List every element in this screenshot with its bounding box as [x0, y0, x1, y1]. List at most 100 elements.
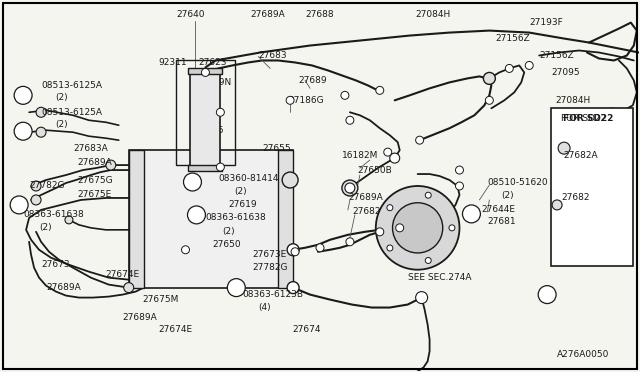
Circle shape: [286, 96, 294, 104]
Bar: [551, 108, 633, 266]
Circle shape: [36, 127, 46, 137]
Text: 27689A: 27689A: [348, 193, 383, 202]
Text: 27156Z: 27156Z: [539, 51, 574, 60]
Circle shape: [287, 244, 299, 256]
Text: A276A0050: A276A0050: [557, 350, 609, 359]
Text: 27673: 27673: [41, 260, 70, 269]
Text: 27674: 27674: [292, 325, 321, 334]
Circle shape: [346, 238, 354, 246]
Text: 27623: 27623: [198, 58, 227, 67]
Text: 27674E: 27674E: [159, 325, 193, 334]
Circle shape: [216, 163, 225, 171]
Circle shape: [227, 279, 245, 296]
Text: 27095: 27095: [551, 68, 580, 77]
Text: (2): (2): [222, 227, 235, 236]
Text: 27640: 27640: [176, 10, 205, 19]
Text: 27650B: 27650B: [358, 166, 392, 174]
Text: 27186G: 27186G: [288, 96, 324, 105]
Text: S: S: [17, 201, 22, 209]
Text: S: S: [234, 283, 239, 292]
Text: 27688: 27688: [305, 10, 333, 19]
Text: (2): (2): [55, 120, 68, 129]
Text: 27084H: 27084H: [555, 96, 590, 105]
Circle shape: [124, 283, 134, 293]
Text: 27629N: 27629N: [196, 78, 232, 87]
Text: (2): (2): [501, 192, 514, 201]
Circle shape: [387, 205, 393, 211]
Text: 27782G: 27782G: [252, 263, 288, 272]
Circle shape: [538, 286, 556, 304]
Text: 08513-6125A: 08513-6125A: [41, 81, 102, 90]
Circle shape: [287, 282, 299, 294]
Text: 27682: 27682: [561, 193, 589, 202]
Circle shape: [376, 228, 384, 236]
Circle shape: [463, 205, 481, 223]
Circle shape: [483, 73, 495, 84]
Text: 27689A: 27689A: [77, 158, 111, 167]
Circle shape: [390, 153, 400, 163]
Circle shape: [202, 68, 209, 76]
Circle shape: [552, 200, 562, 210]
Circle shape: [14, 86, 32, 104]
Text: 27193F: 27193F: [529, 18, 563, 27]
Circle shape: [456, 166, 463, 174]
Circle shape: [184, 173, 202, 191]
Text: 27675G: 27675G: [77, 176, 113, 185]
Circle shape: [392, 203, 443, 253]
Text: 08513-6125A: 08513-6125A: [41, 108, 102, 117]
Text: 27084H: 27084H: [415, 10, 451, 19]
Circle shape: [10, 196, 28, 214]
Bar: [189, 165, 222, 171]
Text: S: S: [545, 290, 550, 299]
Circle shape: [456, 182, 463, 190]
Circle shape: [106, 160, 116, 170]
Circle shape: [376, 186, 460, 270]
Text: 27683: 27683: [258, 51, 287, 60]
Text: S: S: [20, 127, 26, 136]
Circle shape: [425, 192, 431, 198]
Circle shape: [282, 172, 298, 188]
Circle shape: [558, 142, 570, 154]
Text: (2): (2): [55, 93, 68, 102]
Text: 08363-61638: 08363-61638: [205, 214, 266, 222]
Bar: [278, 150, 293, 288]
Text: 27674E: 27674E: [106, 270, 140, 279]
Text: FOR SD22: FOR SD22: [561, 114, 606, 123]
Text: S: S: [468, 209, 474, 218]
Text: 27675E: 27675E: [77, 190, 111, 199]
Text: 27683A: 27683A: [73, 144, 108, 153]
Text: 08363-61638: 08363-61638: [23, 211, 84, 219]
Text: S: S: [20, 91, 26, 100]
Text: 16182M: 16182M: [342, 151, 378, 160]
Bar: [129, 150, 143, 288]
Circle shape: [415, 136, 424, 144]
Text: SEE SEC.274A: SEE SEC.274A: [408, 273, 471, 282]
Text: 27673E: 27673E: [252, 250, 287, 259]
Text: FOR SD22: FOR SD22: [563, 114, 614, 123]
Text: 27689: 27689: [298, 76, 326, 85]
Circle shape: [376, 86, 384, 94]
Circle shape: [342, 180, 358, 196]
Circle shape: [36, 107, 46, 117]
Text: 08360-81414: 08360-81414: [218, 173, 279, 183]
Circle shape: [384, 148, 392, 156]
Bar: [129, 150, 293, 288]
Text: 27619: 27619: [228, 201, 257, 209]
Text: S: S: [194, 211, 199, 219]
Circle shape: [182, 246, 189, 254]
Text: 27675: 27675: [195, 126, 224, 135]
Text: 27689A: 27689A: [250, 10, 285, 19]
Circle shape: [425, 257, 431, 263]
Circle shape: [216, 108, 225, 116]
Text: 27689A: 27689A: [46, 283, 81, 292]
Text: 27675M: 27675M: [143, 295, 179, 304]
Circle shape: [396, 224, 404, 232]
Circle shape: [525, 61, 533, 70]
Circle shape: [31, 181, 41, 191]
Bar: [189, 68, 222, 74]
Text: 27156Z: 27156Z: [495, 34, 530, 43]
Text: (2): (2): [234, 187, 247, 196]
Circle shape: [387, 245, 393, 251]
Text: 27650: 27650: [212, 240, 241, 249]
Text: S: S: [190, 177, 195, 186]
